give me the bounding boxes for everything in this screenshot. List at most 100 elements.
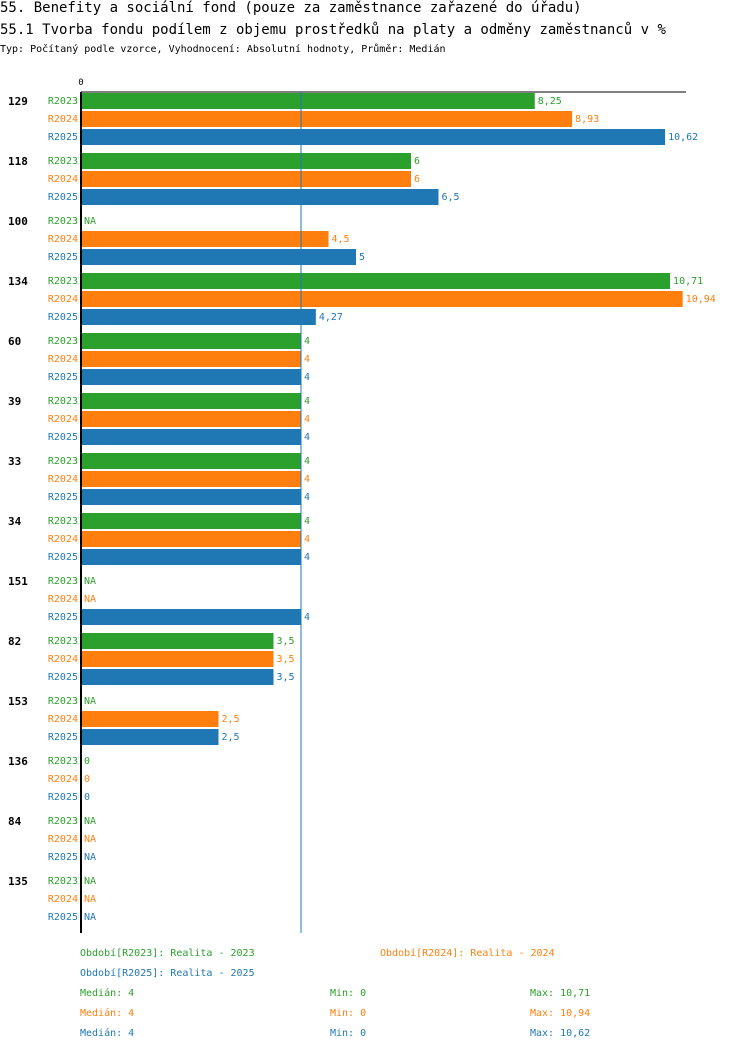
value-label-100-R2024: 4,5	[332, 234, 350, 245]
series-label-82-R2023: R2023	[48, 636, 78, 647]
bar-118-R2023	[81, 153, 411, 169]
bar-82-R2024	[81, 651, 274, 667]
series-label-129-R2023: R2023	[48, 96, 78, 107]
value-label-136-R2023: 0	[84, 756, 90, 767]
series-label-151-R2024: R2024	[48, 594, 78, 605]
na-label-135-R2025: NA	[84, 912, 96, 923]
bar-118-R2025	[81, 189, 439, 205]
legend-period-r2023: Období[R2023]: Realita - 2023	[80, 948, 255, 959]
group-label-151: 151	[8, 575, 28, 588]
value-label-82-R2025: 3,5	[277, 672, 295, 683]
series-label-34-R2023: R2023	[48, 516, 78, 527]
page-title: 55. Benefity a sociální fond (pouze za z…	[0, 0, 582, 16]
series-label-39-R2023: R2023	[48, 396, 78, 407]
value-label-34-R2024: 4	[304, 534, 310, 545]
stat-min-r2023: Min: 0	[330, 988, 367, 999]
value-label-136-R2025: 0	[84, 792, 90, 803]
series-label-129-R2025: R2025	[48, 132, 78, 143]
stat-median-r2025: Medián: 4	[80, 1028, 135, 1039]
bar-60-R2023	[81, 333, 301, 349]
stat-max-r2025: Max: 10,62	[530, 1028, 591, 1039]
value-label-33-R2025: 4	[304, 492, 310, 503]
bar-60-R2024	[81, 351, 301, 367]
series-label-135-R2024: R2024	[48, 894, 78, 905]
na-label-151-R2024: NA	[84, 594, 96, 605]
value-label-100-R2025: 5	[359, 252, 365, 263]
stat-min-r2024: Min: 0	[330, 1008, 367, 1019]
series-label-34-R2024: R2024	[48, 534, 78, 545]
series-label-100-R2025: R2025	[48, 252, 78, 263]
series-label-60-R2023: R2023	[48, 336, 78, 347]
bar-60-R2025	[81, 369, 301, 385]
value-label-153-R2024: 2,5	[222, 714, 240, 725]
value-label-60-R2024: 4	[304, 354, 310, 365]
series-label-135-R2025: R2025	[48, 912, 78, 923]
series-label-84-R2024: R2024	[48, 834, 78, 845]
series-label-82-R2025: R2025	[48, 672, 78, 683]
series-label-118-R2024: R2024	[48, 174, 78, 185]
bar-33-R2024	[81, 471, 301, 487]
series-label-153-R2023: R2023	[48, 696, 78, 707]
value-label-118-R2025: 6,5	[442, 192, 460, 203]
chart-subtitle: 55.1 Tvorba fondu podílem z objemu prost…	[0, 22, 666, 38]
stat-min-r2025: Min: 0	[330, 1028, 367, 1039]
value-label-60-R2025: 4	[304, 372, 310, 383]
group-label-82: 82	[8, 635, 21, 648]
value-label-34-R2023: 4	[304, 516, 310, 527]
series-label-136-R2024: R2024	[48, 774, 78, 785]
series-label-33-R2025: R2025	[48, 492, 78, 503]
series-label-136-R2025: R2025	[48, 792, 78, 803]
bar-82-R2025	[81, 669, 274, 685]
group-label-153: 153	[8, 695, 28, 708]
series-label-151-R2023: R2023	[48, 576, 78, 587]
bar-129-R2023	[81, 93, 535, 109]
na-label-153-R2023: NA	[84, 696, 96, 707]
stat-max-r2024: Max: 10,94	[530, 1008, 591, 1019]
value-label-39-R2025: 4	[304, 432, 310, 443]
series-label-34-R2025: R2025	[48, 552, 78, 563]
value-label-33-R2024: 4	[304, 474, 310, 485]
stat-median-r2024: Medián: 4	[80, 1008, 135, 1019]
value-label-39-R2024: 4	[304, 414, 310, 425]
na-label-151-R2023: NA	[84, 576, 96, 587]
group-label-33: 33	[8, 455, 21, 468]
series-label-151-R2025: R2025	[48, 612, 78, 623]
bar-33-R2025	[81, 489, 301, 505]
value-label-129-R2025: 10,62	[668, 132, 698, 143]
value-label-60-R2023: 4	[304, 336, 310, 347]
value-label-33-R2023: 4	[304, 456, 310, 467]
value-label-134-R2025: 4,27	[319, 312, 343, 323]
value-label-134-R2023: 10,71	[673, 276, 703, 287]
series-label-118-R2025: R2025	[48, 192, 78, 203]
series-label-135-R2023: R2023	[48, 876, 78, 887]
series-label-118-R2023: R2023	[48, 156, 78, 167]
series-label-100-R2024: R2024	[48, 234, 78, 245]
bar-129-R2024	[81, 111, 573, 127]
bar-82-R2023	[81, 633, 274, 649]
bar-34-R2025	[81, 549, 301, 565]
value-label-82-R2023: 3,5	[277, 636, 295, 647]
bar-134-R2025	[81, 309, 316, 325]
group-label-136: 136	[8, 755, 28, 768]
na-label-84-R2024: NA	[84, 834, 96, 845]
series-label-129-R2024: R2024	[48, 114, 78, 125]
na-label-135-R2024: NA	[84, 894, 96, 905]
stat-max-r2023: Max: 10,71	[530, 988, 591, 999]
group-label-60: 60	[8, 335, 21, 348]
series-label-100-R2023: R2023	[48, 216, 78, 227]
group-label-84: 84	[8, 815, 22, 828]
value-label-129-R2023: 8,25	[538, 96, 562, 107]
series-label-134-R2023: R2023	[48, 276, 78, 287]
series-label-84-R2025: R2025	[48, 852, 78, 863]
bar-151-R2025	[81, 609, 301, 625]
value-label-118-R2023: 6	[414, 156, 420, 167]
group-label-118: 118	[8, 155, 28, 168]
group-label-135: 135	[8, 875, 28, 888]
value-label-151-R2025: 4	[304, 612, 310, 623]
value-label-39-R2023: 4	[304, 396, 310, 407]
value-label-82-R2024: 3,5	[277, 654, 295, 665]
series-label-134-R2025: R2025	[48, 312, 78, 323]
na-label-100-R2023: NA	[84, 216, 96, 227]
na-label-84-R2025: NA	[84, 852, 96, 863]
na-label-135-R2023: NA	[84, 876, 96, 887]
